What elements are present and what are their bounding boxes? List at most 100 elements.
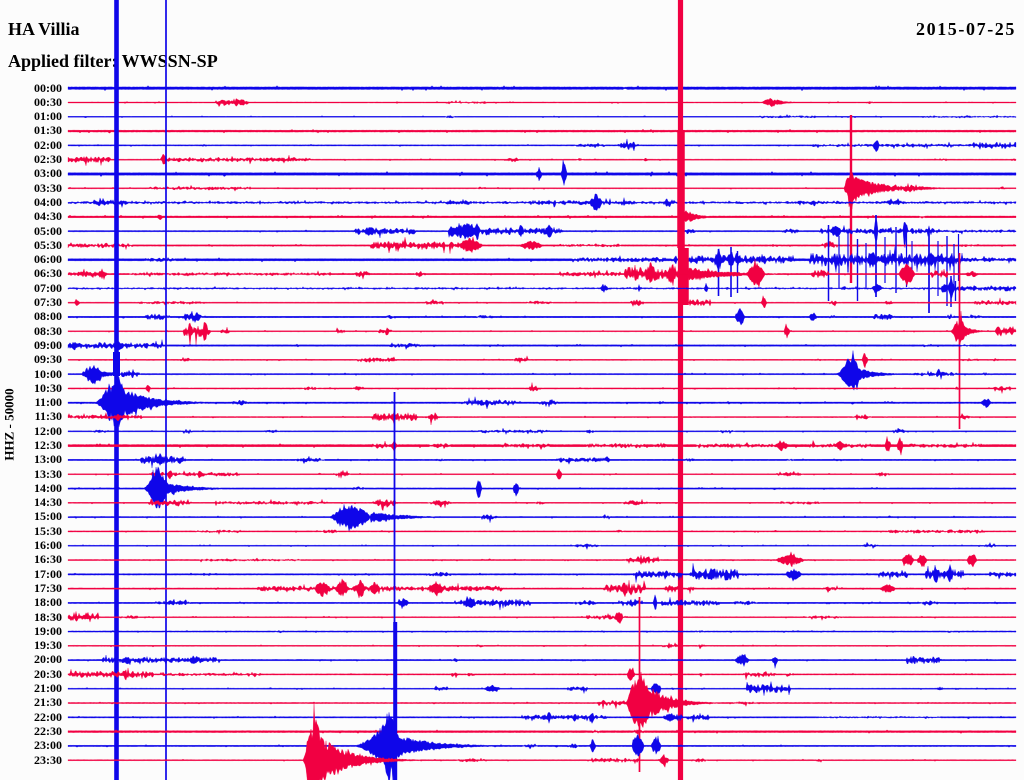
- time-label: 07:30: [34, 295, 62, 309]
- time-label: 04:00: [34, 194, 62, 209]
- trace-row-2230: [67, 728, 1017, 736]
- trace-row-0830: [67, 311, 1017, 347]
- trace-row-2300: [67, 712, 1017, 780]
- trace-row-1030: [67, 382, 1017, 395]
- trace-row-1600: [67, 541, 1017, 550]
- trace-row-1230: [67, 436, 1017, 456]
- station-title: HA Villia: [8, 19, 80, 39]
- time-label: 15:30: [34, 523, 62, 538]
- trace-row-2200: [67, 712, 1017, 724]
- event-spike-line: [953, 244, 955, 289]
- time-label: 13:00: [34, 452, 62, 467]
- time-label: 01:30: [34, 123, 62, 138]
- event-spike-line: [677, 0, 684, 780]
- trace-row-1700: [67, 563, 1017, 583]
- event-spike-line: [165, 0, 167, 780]
- trace-row-1630: [67, 551, 1017, 568]
- trace-row-1530: [67, 529, 1017, 535]
- time-label: 16:30: [34, 552, 62, 567]
- time-label: 05:30: [34, 237, 62, 252]
- filter-line: Applied filter: WWSSN-SP: [8, 52, 218, 70]
- time-label: 03:00: [34, 166, 62, 181]
- time-label: 22:00: [34, 709, 62, 724]
- time-label: 17:30: [34, 580, 62, 595]
- trace-row-0130: [67, 128, 1017, 134]
- time-label: 18:30: [34, 609, 62, 624]
- trace-row-0900: [67, 339, 1017, 351]
- trace-row-0400: [67, 193, 1017, 211]
- trace-row-1100: [67, 376, 1017, 431]
- time-label: 11:00: [34, 395, 62, 410]
- event-spike-line: [677, 130, 685, 248]
- time-label: 15:00: [34, 509, 62, 524]
- trace-row-0430: [67, 210, 1017, 223]
- trace-row-1930: [67, 642, 1017, 650]
- trace-row-1900: [67, 630, 1017, 634]
- time-label: 11:30: [34, 409, 62, 424]
- time-label: 04:30: [34, 209, 62, 224]
- event-spike-line: [736, 251, 739, 293]
- event-spike-line: [928, 231, 930, 313]
- time-label: 10:00: [34, 366, 62, 381]
- time-label: 12:30: [34, 437, 62, 452]
- trace-row-1430: [67, 498, 1017, 512]
- trace-row-0200: [67, 138, 1017, 152]
- event-spike-line: [838, 236, 840, 288]
- time-label: 02:00: [34, 137, 62, 152]
- time-label: 07:00: [34, 280, 62, 295]
- time-label: 10:30: [34, 380, 62, 395]
- time-label: 19:30: [34, 638, 62, 653]
- time-label: 21:30: [34, 695, 62, 710]
- trace-row-1800: [67, 594, 1017, 611]
- trace-row-2330: [67, 702, 1017, 780]
- trace-row-1830: [67, 611, 1017, 624]
- trace-row-0300: [67, 159, 1017, 186]
- trace-row-1130: [67, 410, 1017, 426]
- time-label: 01:00: [34, 109, 62, 124]
- event-spike-line: [856, 239, 859, 301]
- filter-label: Applied filter:: [8, 51, 122, 71]
- time-label: 13:30: [34, 466, 62, 481]
- time-label: 23:30: [34, 752, 62, 767]
- trace-row-0230: [67, 153, 1017, 166]
- event-spike-line: [847, 231, 849, 272]
- trace-row-0630: [67, 259, 1017, 288]
- time-label: 08:30: [34, 323, 62, 338]
- time-label: 17:00: [34, 566, 62, 581]
- time-label: 20:00: [34, 652, 62, 667]
- time-label: 20:30: [34, 666, 62, 681]
- trace-row-0500: [67, 217, 1017, 248]
- time-label: 23:00: [34, 738, 62, 753]
- trace-row-1400: [67, 466, 1017, 509]
- trace-row-2030: [67, 667, 1017, 681]
- time-label: 00:00: [34, 80, 62, 95]
- time-label: 22:30: [34, 723, 62, 738]
- time-label: 06:30: [34, 266, 62, 281]
- trace-row-1200: [67, 427, 1017, 435]
- trace-row-0700: [67, 276, 1017, 300]
- trace-row-1300: [67, 452, 1017, 469]
- trace-row-2100: [67, 681, 1017, 700]
- trace-row-0600: [67, 246, 1017, 274]
- time-label: 12:00: [34, 423, 62, 438]
- time-label: 09:30: [34, 352, 62, 367]
- event-spike-line: [865, 243, 867, 289]
- trace-row-1500: [67, 504, 1017, 532]
- time-label: 21:00: [34, 681, 62, 695]
- event-spike-line: [954, 281, 957, 301]
- filter-value: WWSSN-SP: [121, 51, 218, 71]
- time-label: 14:30: [34, 495, 62, 510]
- time-label: 09:00: [34, 337, 62, 352]
- trace-row-1000: [67, 350, 1017, 391]
- trace-row-0930: [67, 353, 1017, 369]
- trace-row-2130: [67, 671, 1017, 729]
- time-label: 18:00: [34, 595, 62, 610]
- trace-row-0800: [67, 307, 1017, 326]
- trace-row-0000: [67, 85, 1017, 92]
- event-spike-line: [678, 248, 689, 305]
- time-label: 03:30: [34, 180, 62, 195]
- time-label: 06:00: [34, 252, 62, 267]
- event-spike-line: [875, 215, 877, 297]
